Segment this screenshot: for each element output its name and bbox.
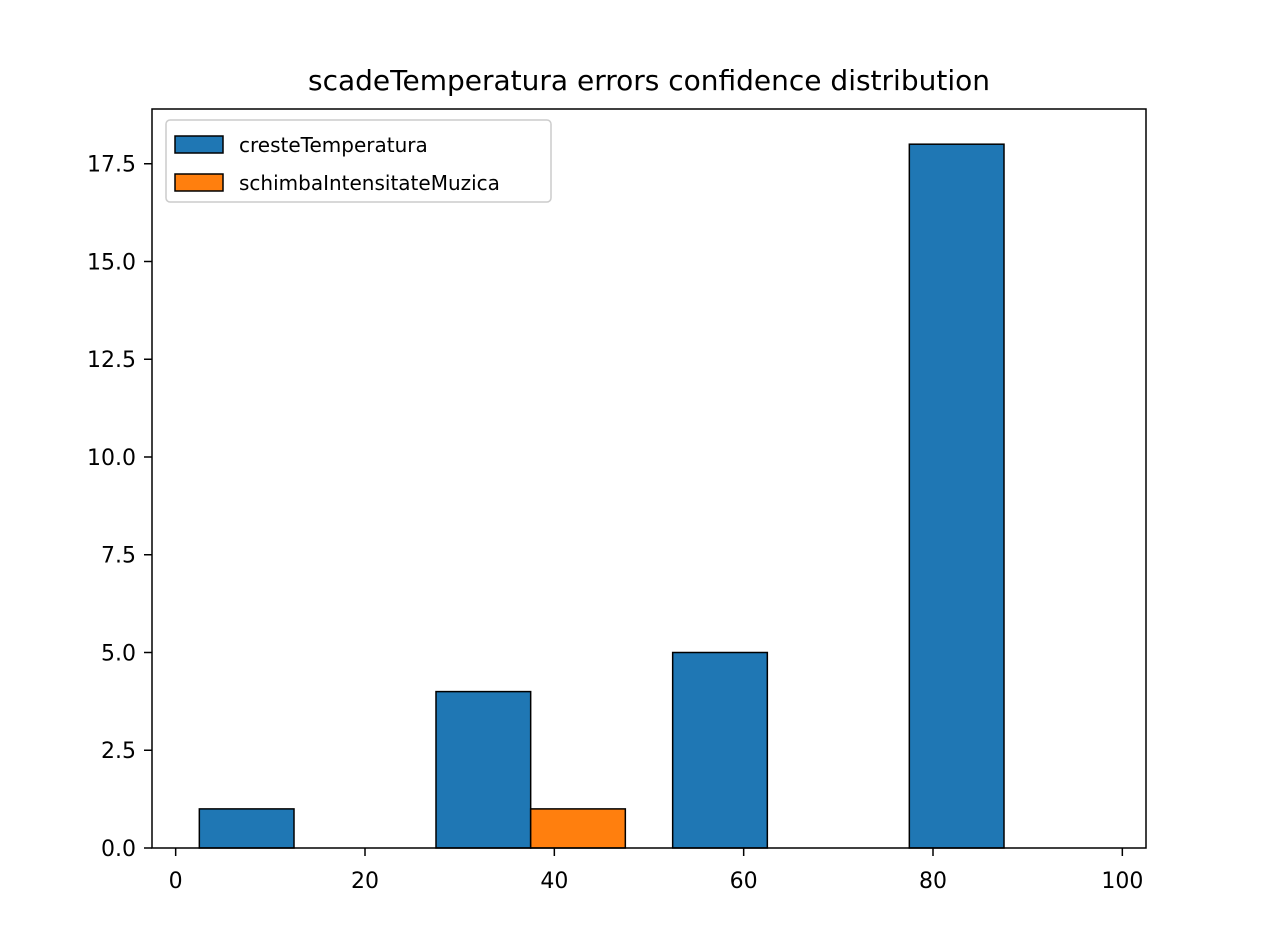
bar-cresteTemperatura-0 <box>198 808 295 849</box>
legend-box <box>165 119 552 203</box>
bars-layer <box>198 143 1005 849</box>
bar-cresteTemperatura-3 <box>908 143 1005 849</box>
y-tick-label: 12.5 <box>87 348 136 373</box>
y-tick-label: 2.5 <box>101 739 136 764</box>
ticks-layer: 0 20 40 60 80 100 0.0 2.5 5.0 7.5 10.0 12.5 15.0 17.5 <box>87 153 1143 894</box>
x-tick-label: 20 <box>351 869 379 894</box>
bar-schimbaIntensitateMuzica-1 <box>529 808 627 849</box>
y-tick-label: 10.0 <box>87 446 136 471</box>
bar-cresteTemperatura-2 <box>671 651 769 849</box>
bar-cresteTemperatura-1 <box>435 690 532 849</box>
x-tick-label: 0 <box>169 869 183 894</box>
plot-frame <box>151 108 1147 849</box>
x-tick-label: 60 <box>730 869 758 894</box>
legend-label: schimbaIntensitateMuzica <box>239 171 500 195</box>
legend-swatch <box>174 135 224 154</box>
legend: cresteTemperatura schimbaIntensitateMuzic… <box>165 119 552 203</box>
x-tick-label: 80 <box>919 869 947 894</box>
legend-swatch <box>174 173 224 192</box>
x-tick-label: 100 <box>1101 869 1143 894</box>
y-tick-label: 17.5 <box>87 153 136 178</box>
legend-label: cresteTemperatura <box>239 133 428 157</box>
chart-title: scadeTemperatura errors confidence distr… <box>308 64 990 97</box>
x-tick-label: 40 <box>540 869 568 894</box>
y-tick-label: 0.0 <box>101 837 136 862</box>
y-tick-label: 5.0 <box>101 641 136 666</box>
y-tick-label: 7.5 <box>101 544 136 569</box>
y-tick-label: 15.0 <box>87 250 136 275</box>
